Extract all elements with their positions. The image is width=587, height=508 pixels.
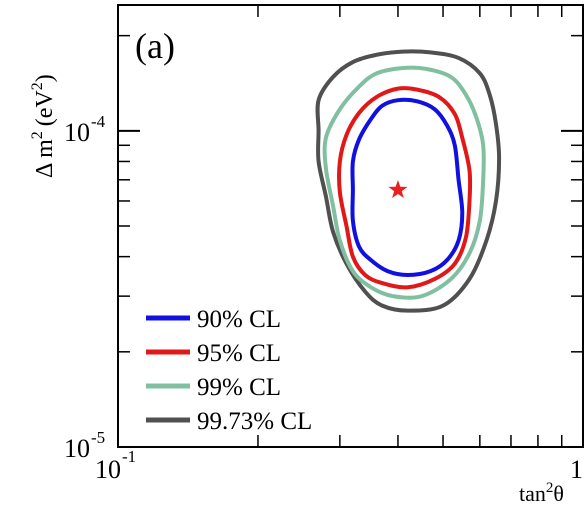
legend-item: 95% CL [146,340,281,367]
best-fit-marker-layer [388,179,408,199]
x-tick-label: 10 -1 [95,447,136,484]
axes-frame [117,4,584,448]
confidence-contours [315,49,502,313]
legend-item: 99% CL [146,374,281,401]
contour-99-73-cl [315,49,502,313]
y-tick-exponent: -4 [91,112,106,131]
legend-item: 90% CL [146,306,281,333]
legend-label: 99% CL [197,374,281,401]
legend-label: 95% CL [197,340,281,367]
y-tick-base: 10 [64,434,90,463]
legend: 90% CL 95% CL 99% CL 99.73% CL [146,306,312,435]
plot-frame [117,4,584,448]
x-tick-base: 1 [570,455,583,484]
y-tick-exponent: -5 [91,428,105,447]
panel-label: (a) [135,26,175,66]
contour-95-cl [337,86,473,290]
legend-label: 90% CL [197,306,281,333]
tick-marks [118,5,583,448]
x-axis-label: tan2θ [519,480,564,506]
contour-90-cl [350,97,465,277]
x-tick-base: 10 [95,455,121,484]
x-tick-label: 1 [570,455,583,484]
y-tick-label: 10 -4 [64,112,106,147]
legend-item: 99.73% CL [146,408,312,435]
x-tick-exponent: -1 [122,447,136,466]
contour-99-cl [322,65,486,300]
y-axis-label: Δ m2(eV2) [29,74,58,178]
legend-label: 99.73% CL [197,408,312,435]
best-fit-star [388,179,408,199]
y-tick-base: 10 [64,118,90,147]
y-tick-label: 10 -5 [64,428,105,463]
